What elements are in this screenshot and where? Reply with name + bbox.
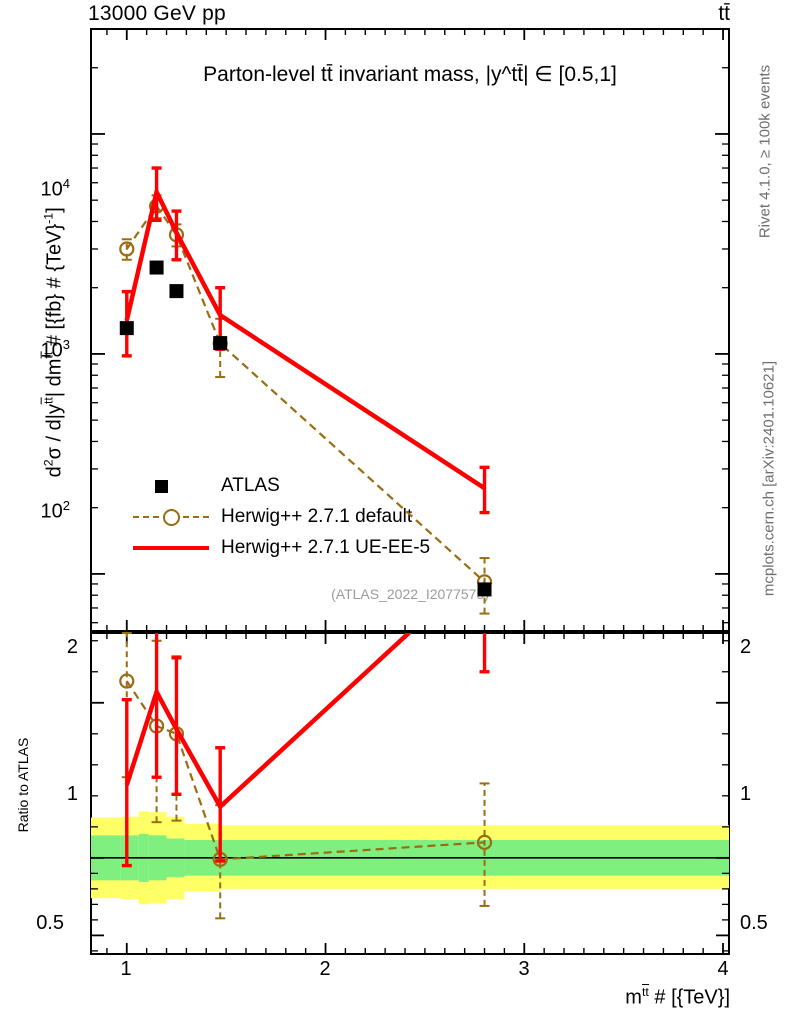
y-tick-label-1e2: 102 — [40, 498, 70, 523]
legend-key-square-icon — [133, 475, 209, 497]
y-tick-label-1e3: 103 — [40, 337, 70, 362]
legend-key-dashed-circle-icon — [133, 506, 209, 528]
analysis-id-watermark: (ATLAS_2022_I2077575) — [331, 586, 489, 602]
x-tick-label-4: 4 — [717, 958, 729, 980]
ratio-left-tick-label-0.5: 0.5 — [36, 912, 64, 934]
x-tick-label-2: 2 — [319, 958, 331, 980]
legend-label-herwig-default: Herwig++ 2.7.1 default — [221, 505, 413, 527]
legend: ATLAS Herwig++ 2.7.1 default Herwig++ 2.… — [133, 470, 430, 563]
ratio-left-tick-label-1: 1 — [66, 783, 78, 805]
ratio-right-tick-label-1: 1 — [740, 783, 752, 805]
ratio-right-tick-label-0.5: 0.5 — [740, 912, 768, 934]
plot-title: Parton-level tt̄ invariant mass, |y^tt̄|… — [203, 63, 617, 86]
y-tick-label-1e4: 104 — [40, 176, 70, 201]
process-label: tt̄ — [718, 2, 730, 25]
x-tick-label-3: 3 — [518, 958, 530, 980]
legend-item-atlas: ATLAS — [133, 470, 430, 501]
mcplots-source-note: mcplots.cern.ch [arXiv:2401.10621] — [760, 360, 778, 597]
legend-key-solid-line-icon — [133, 537, 209, 559]
ratio-left-tick-label-2: 2 — [66, 636, 78, 658]
ratio-plot-panel — [90, 632, 730, 955]
legend-label-atlas: ATLAS — [221, 474, 280, 496]
legend-item-herwig-default: Herwig++ 2.7.1 default — [133, 501, 430, 532]
legend-item-herwig-ueee5: Herwig++ 2.7.1 UE-EE-5 — [133, 532, 430, 563]
legend-label-herwig-ueee5: Herwig++ 2.7.1 UE-EE-5 — [221, 536, 431, 558]
x-tick-label-1: 1 — [120, 958, 132, 980]
ratio-right-tick-label-2: 2 — [740, 636, 752, 658]
x-axis-title: mtt # [{TeV}] — [625, 984, 730, 1009]
beam-energy-label: 13000 GeV pp — [88, 2, 226, 25]
rivet-version-note: Rivet 4.1.0, ≥ 100k events — [756, 64, 774, 239]
